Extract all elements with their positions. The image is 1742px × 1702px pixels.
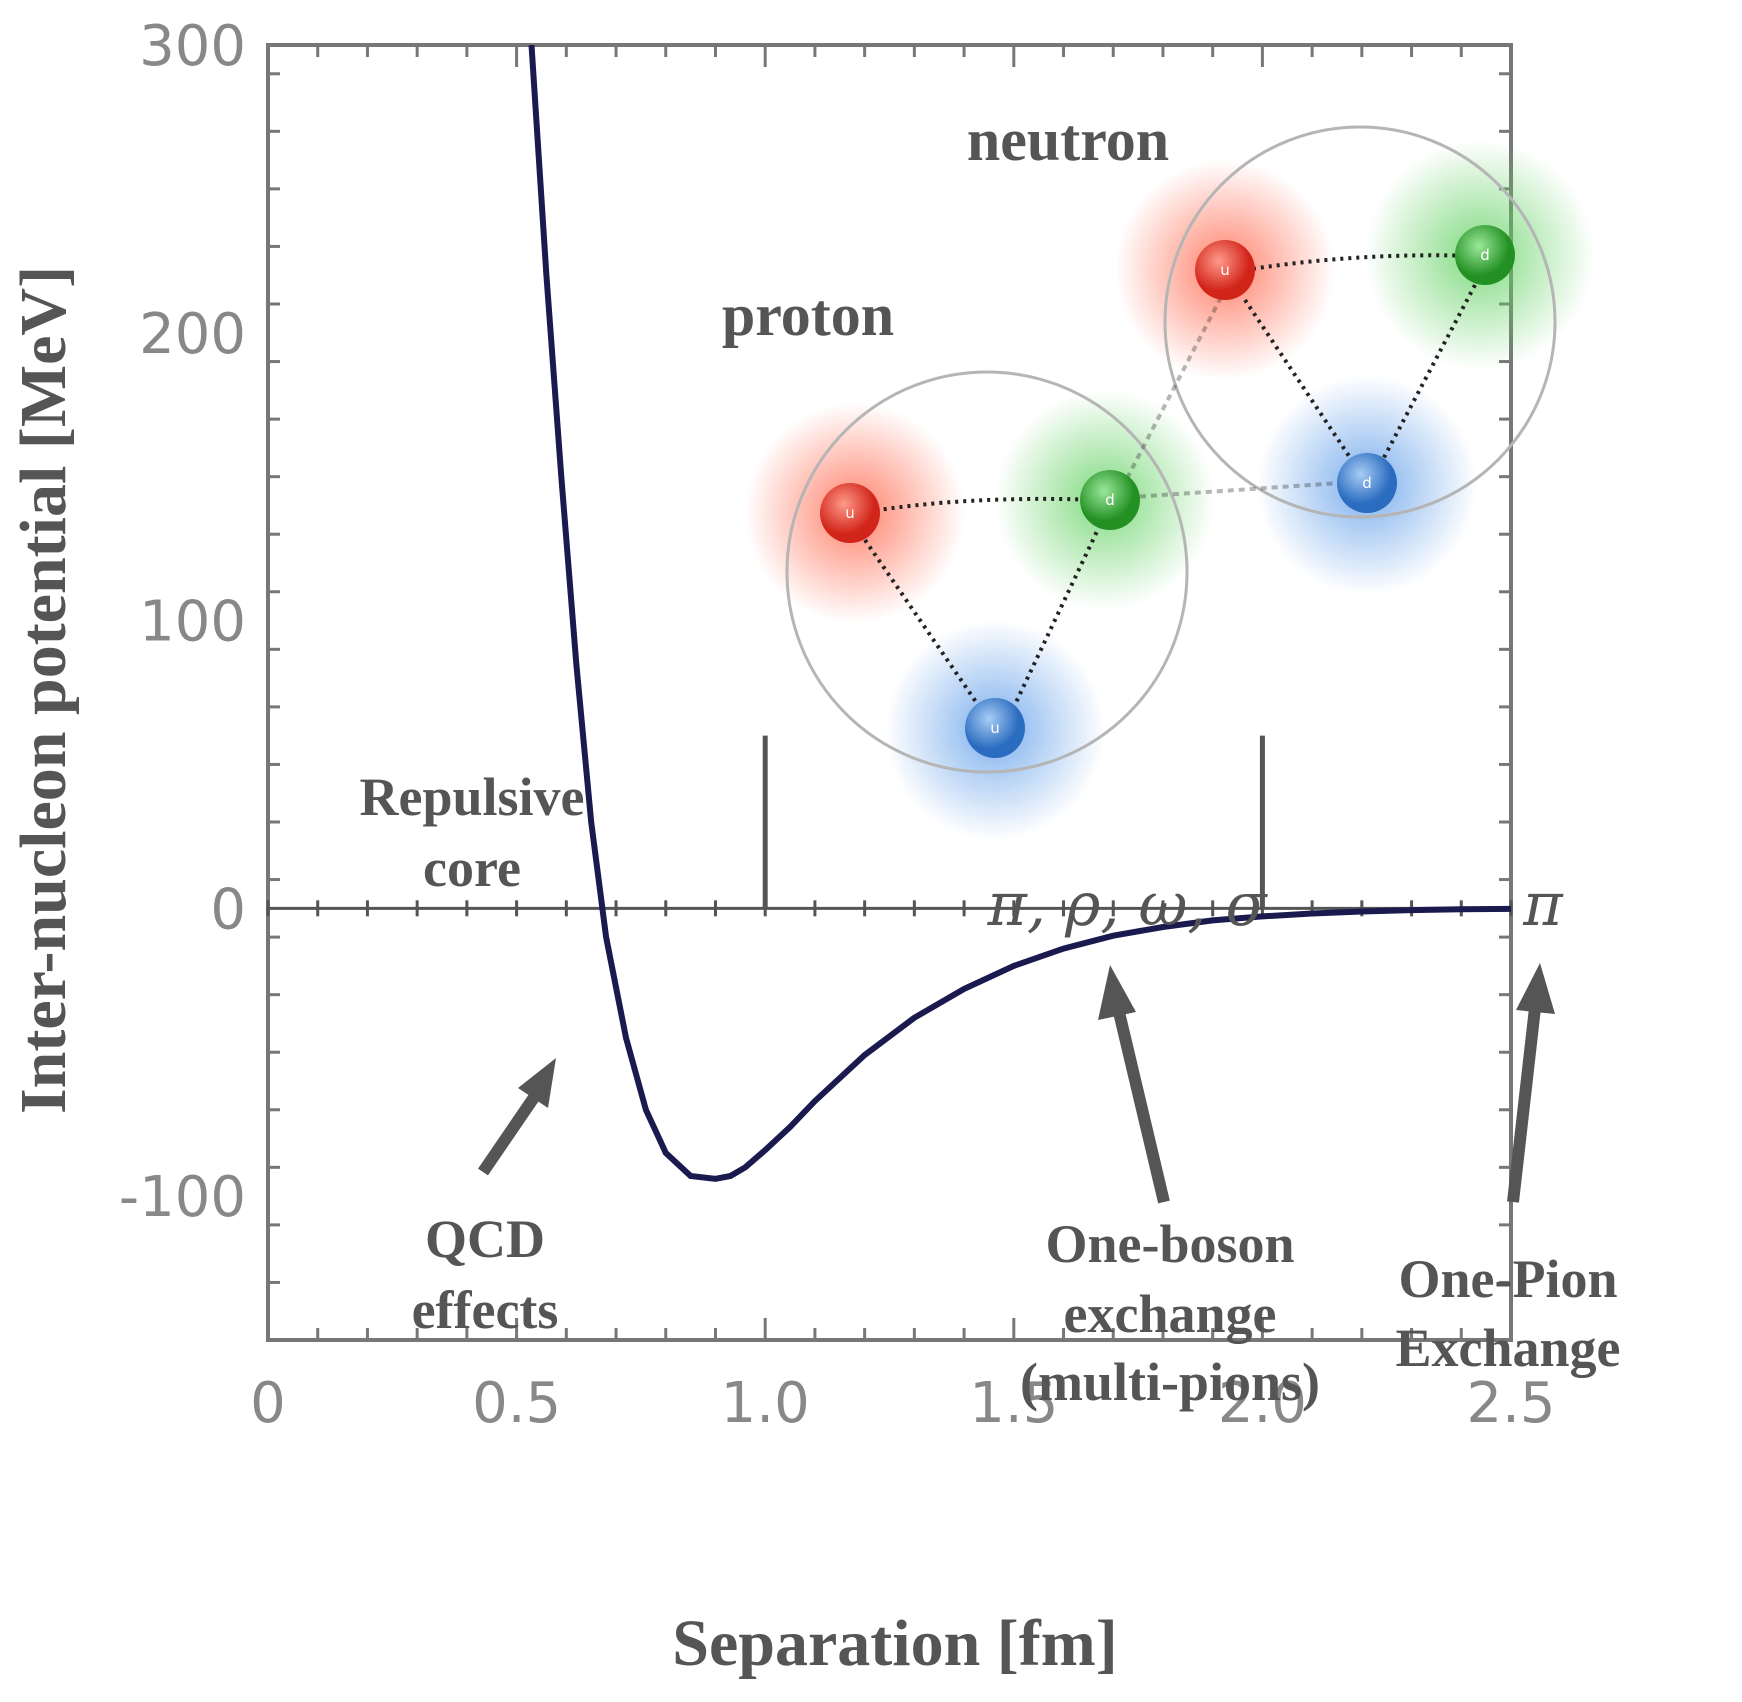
qcd-annotation: QCD effects [412, 1209, 559, 1340]
x-tick-labels: 0 0.5 1.0 1.5 2.0 2.5 [250, 1371, 1555, 1436]
proton-quark-u1: u [820, 483, 880, 543]
y-tick-label: 300 [139, 14, 246, 79]
proton-quark-d: d [1080, 470, 1140, 530]
potential-curve [528, 45, 1511, 1182]
svg-text:Repulsive: Repulsive [359, 767, 584, 827]
y-axis-title: Inter-nucleon potential [MeV] [7, 266, 80, 1114]
svg-text:effects: effects [412, 1280, 559, 1340]
proton-gluons [859, 496, 1102, 717]
svg-text:d: d [1362, 474, 1372, 492]
qcd-arrow [478, 1058, 556, 1176]
y-tick-label: 0 [210, 877, 246, 942]
y-tick-label: 100 [139, 590, 246, 655]
one-boson-annotation: One-boson exchange (multi-pions) [1020, 1214, 1320, 1412]
svg-text:One-Pion: One-Pion [1398, 1249, 1617, 1309]
x-tick-label: 2.5 [1466, 1371, 1555, 1436]
y-tick-label: -100 [119, 1165, 246, 1230]
svg-text:exchange: exchange [1064, 1284, 1277, 1344]
arrows [478, 963, 1555, 1204]
y-tick-label: 200 [139, 302, 246, 367]
svg-text:u: u [1220, 261, 1230, 279]
x-tick-label: 0.5 [472, 1371, 561, 1436]
svg-text:core: core [423, 838, 521, 898]
neutron-quark-u: u [1195, 240, 1255, 300]
svg-text:Exchange: Exchange [1395, 1318, 1620, 1378]
y-tick-labels: -100 0 100 200 300 [119, 14, 246, 1230]
x-tick-label: 0 [250, 1371, 286, 1436]
svg-text:QCD: QCD [425, 1209, 545, 1269]
svg-text:u: u [845, 504, 855, 522]
one-pion-arrow [1507, 963, 1555, 1203]
meson-label-far: π [1522, 870, 1564, 940]
x-tick-label: 1.0 [721, 1371, 810, 1436]
x-tick-label: 2.0 [1218, 1371, 1307, 1436]
repulsive-core-annotation: Repulsive core [359, 767, 584, 898]
proton-label: proton [722, 282, 894, 348]
neutron-label: neutron [967, 107, 1169, 173]
svg-text:u: u [990, 719, 1000, 737]
one-boson-arrow [1098, 965, 1170, 1204]
svg-text:d: d [1480, 246, 1490, 264]
proton-boundary [785, 370, 1189, 774]
x-tick-label: 1.5 [969, 1371, 1058, 1436]
proton-quark-u2: u [965, 698, 1025, 758]
x-axis-title: Separation [fm] [672, 1607, 1117, 1680]
neutron-boundary [1163, 125, 1557, 519]
svg-text:(multi-pions): (multi-pions) [1020, 1352, 1320, 1412]
nucleon-illustration: u d u u d d proton neutron [722, 107, 1595, 840]
plot-frame [266, 43, 1513, 1342]
svg-text:One-boson: One-boson [1045, 1214, 1294, 1274]
neutron-quark-d1: d [1455, 225, 1515, 285]
neutron-quark-d2: d [1337, 453, 1397, 513]
neutron-gluons [1243, 253, 1477, 467]
one-pion-annotation: One-Pion Exchange [1395, 1249, 1620, 1378]
meson-label-mid: π, ρ, ω, σ [986, 870, 1268, 940]
inter-nucleon-gluons [1117, 279, 1341, 500]
region-markers [762, 735, 1265, 909]
svg-text:d: d [1105, 491, 1115, 509]
